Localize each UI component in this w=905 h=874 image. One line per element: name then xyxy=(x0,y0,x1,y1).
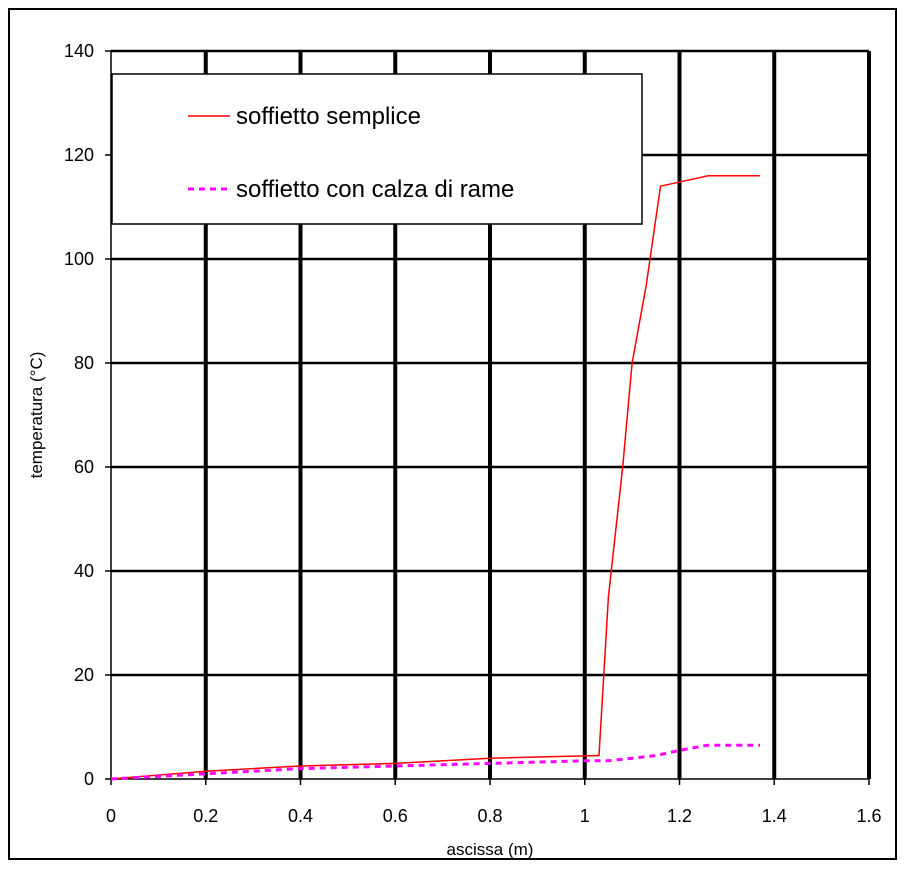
x-tick-label: 0.4 xyxy=(288,806,313,826)
y-tick-label: 0 xyxy=(84,769,94,789)
y-tick-label: 140 xyxy=(64,41,94,61)
y-axis-title: temperatura (°C) xyxy=(27,352,46,479)
legend-label-soffietto-semplice: soffietto semplice xyxy=(236,103,421,130)
tick-layer: 0 0.2 0.4 0.6 0.8 1 1.2 1.4 1.6 0 20 40 60 80 100 120 14… xyxy=(64,41,882,826)
legend-box xyxy=(111,73,643,225)
series-layer xyxy=(110,175,760,781)
x-axis-title: ascissa (m) xyxy=(447,840,534,859)
y-tick-label: 120 xyxy=(64,145,94,165)
x-tick-label: 1.6 xyxy=(856,806,881,826)
series-line-soffietto-semplice xyxy=(110,175,760,780)
x-tick-label: 1.2 xyxy=(667,806,692,826)
x-tick-label: 1 xyxy=(580,806,590,826)
y-tick-label: 100 xyxy=(64,249,94,269)
grid-layer xyxy=(111,49,871,779)
y-tick-label: 60 xyxy=(74,457,94,477)
y-tick-label: 20 xyxy=(74,665,94,685)
series-line-soffietto-con-calza-di-rame xyxy=(110,743,760,781)
legend: soffietto semplice soffietto con calza d… xyxy=(111,73,643,225)
legend-label-soffietto-con-calza-di-rame: soffietto con calza di rame xyxy=(236,176,514,203)
x-tick-label: 0 xyxy=(106,806,116,826)
y-tick-label: 40 xyxy=(74,561,94,581)
x-tick-label: 0.2 xyxy=(193,806,218,826)
x-tick-label: 1.4 xyxy=(762,806,787,826)
y-tick-label: 80 xyxy=(74,353,94,373)
x-tick-label: 0.8 xyxy=(477,806,502,826)
x-tick-label: 0.6 xyxy=(383,806,408,826)
